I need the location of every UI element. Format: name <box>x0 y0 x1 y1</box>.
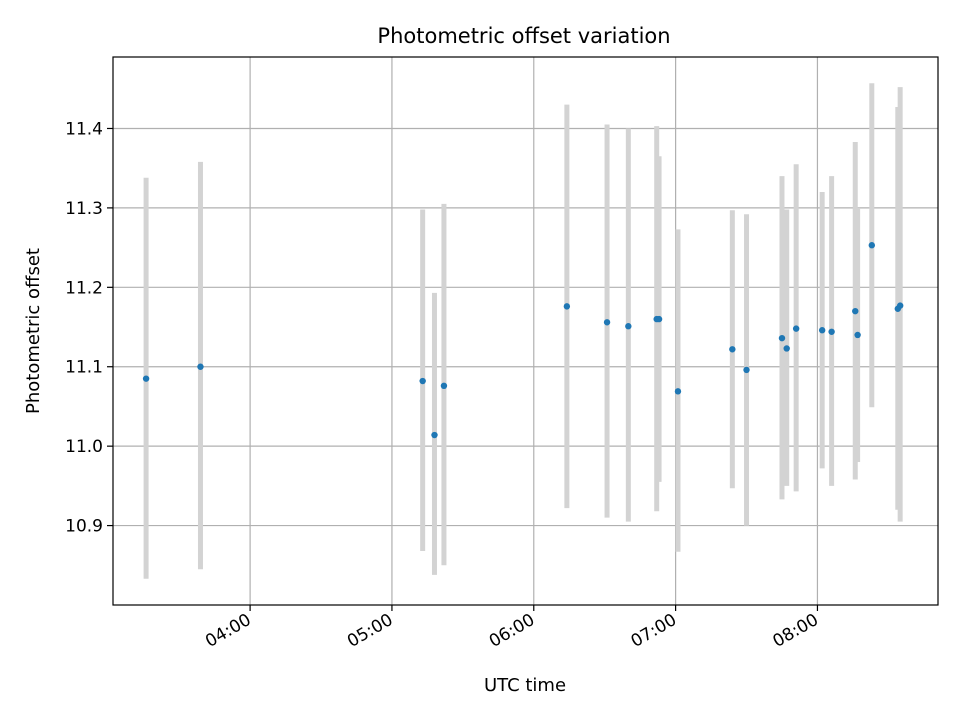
data-point <box>603 319 611 326</box>
plot-frame <box>112 56 939 606</box>
data-point <box>419 377 426 385</box>
data-point <box>674 388 682 395</box>
data-point <box>868 242 876 249</box>
y-tick-label: 10.9 <box>65 517 103 537</box>
data-point <box>852 307 859 315</box>
data-point <box>783 345 790 352</box>
data-point <box>792 325 800 332</box>
data-point <box>142 375 150 382</box>
data-point <box>440 382 448 389</box>
grid-layer <box>113 57 938 605</box>
y-tick-label: 11.2 <box>65 278 103 298</box>
point-layer <box>142 242 904 439</box>
chart-title: Photometric offset variation <box>377 24 670 48</box>
data-point <box>854 331 861 339</box>
data-point <box>743 366 750 374</box>
data-point <box>818 327 826 334</box>
data-point <box>828 328 835 335</box>
data-point <box>729 346 736 353</box>
data-point <box>431 431 438 439</box>
y-tick-label: 11.0 <box>65 437 103 457</box>
y-axis-title: Photometric offset <box>23 248 44 414</box>
x-axis-title: UTC time <box>484 675 566 696</box>
data-point <box>655 315 663 323</box>
y-tick-label: 11.3 <box>65 199 103 219</box>
data-point <box>896 302 904 309</box>
y-tick-label: 11.4 <box>65 119 103 139</box>
data-point <box>625 323 632 330</box>
data-point <box>778 334 786 342</box>
y-tick-label: 11.1 <box>65 358 103 378</box>
data-point <box>563 303 571 310</box>
data-point <box>197 363 204 370</box>
